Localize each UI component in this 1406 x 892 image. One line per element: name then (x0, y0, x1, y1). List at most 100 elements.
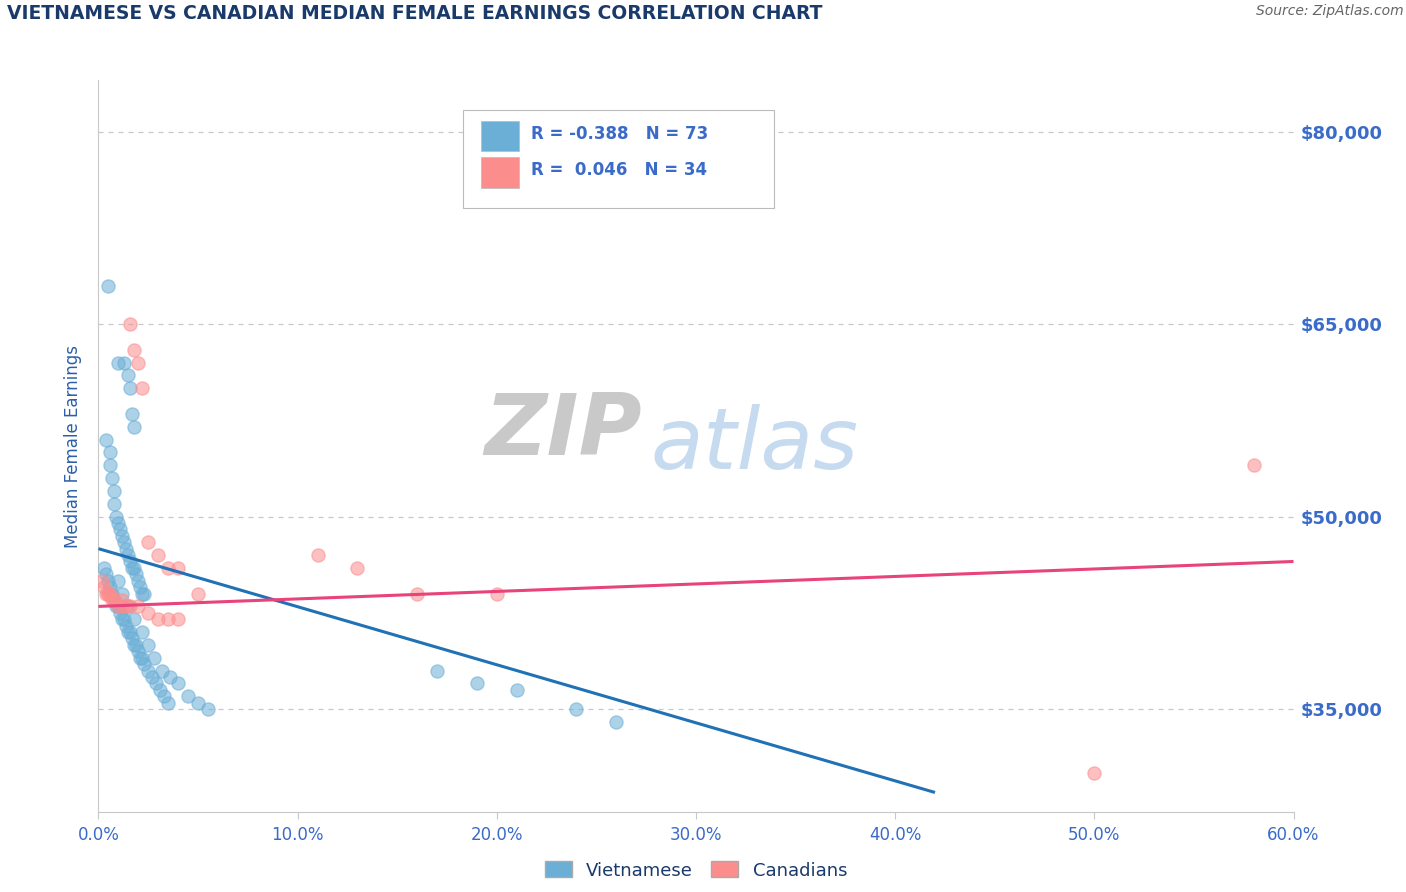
Point (100, 580, 122, 594)
Point (506, 682, 529, 697)
Point (93, 561, 115, 575)
Point (124, 638, 146, 652)
Point (110, 523, 132, 537)
Point (124, 419, 146, 434)
Point (157, 561, 180, 575)
Point (136, 664, 159, 678)
Point (485, 586, 508, 600)
Point (131, 381, 153, 395)
Point (112, 612, 135, 626)
Point (127, 574, 149, 588)
Point (426, 664, 449, 678)
Point (129, 650, 152, 665)
Point (153, 690, 176, 704)
Point (120, 599, 142, 614)
Point (111, 612, 134, 626)
Point (105, 509, 128, 524)
Point (111, 593, 134, 607)
Point (131, 625, 153, 640)
Point (346, 561, 368, 575)
Text: VIETNAMESE VS CANADIAN MEDIAN FEMALE EARNINGS CORRELATION CHART: VIETNAMESE VS CANADIAN MEDIAN FEMALE EAR… (7, 4, 823, 23)
Point (117, 548, 139, 562)
Point (112, 535, 135, 549)
Point (141, 670, 163, 684)
Point (131, 650, 153, 665)
Point (406, 586, 429, 600)
Y-axis label: Median Female Earnings: Median Female Earnings (65, 344, 83, 548)
Point (103, 497, 125, 511)
Point (124, 612, 146, 626)
Point (149, 682, 172, 697)
Point (103, 593, 125, 607)
Point (187, 586, 209, 600)
Point (117, 368, 139, 383)
Text: Source: ZipAtlas.com: Source: ZipAtlas.com (1256, 4, 1403, 19)
Point (177, 690, 200, 704)
Point (148, 548, 170, 562)
Point (103, 593, 125, 607)
Point (134, 586, 156, 600)
Point (107, 516, 129, 530)
Point (112, 355, 135, 369)
Text: R = -0.388   N = 73: R = -0.388 N = 73 (531, 125, 709, 143)
Point (96, 586, 118, 600)
Point (127, 599, 149, 614)
Point (143, 650, 166, 665)
Point (129, 580, 152, 594)
Point (120, 381, 142, 395)
Text: atlas: atlas (651, 404, 859, 488)
Point (465, 676, 488, 690)
Point (157, 612, 180, 626)
Point (100, 458, 122, 473)
Point (1083, 766, 1105, 780)
Point (124, 343, 146, 357)
FancyBboxPatch shape (481, 157, 519, 188)
Point (107, 355, 129, 369)
Point (136, 638, 159, 652)
Point (100, 445, 122, 459)
Point (121, 561, 143, 575)
Point (307, 548, 329, 562)
Point (121, 632, 143, 646)
Point (125, 567, 148, 582)
Point (91, 574, 114, 588)
Point (97, 586, 120, 600)
Point (148, 612, 170, 626)
Point (125, 638, 148, 652)
Point (120, 554, 142, 568)
Point (93, 580, 115, 594)
Point (101, 586, 124, 600)
Point (157, 696, 180, 710)
Point (107, 599, 129, 614)
Point (111, 599, 134, 614)
Point (167, 676, 190, 690)
Point (117, 599, 139, 614)
Point (96, 433, 118, 447)
Point (96, 567, 118, 582)
Point (97, 574, 120, 588)
Point (124, 561, 146, 575)
Point (101, 593, 124, 607)
Point (107, 574, 129, 588)
Point (565, 702, 588, 716)
Point (110, 606, 132, 620)
FancyBboxPatch shape (463, 110, 773, 209)
Point (136, 606, 159, 620)
Point (605, 714, 627, 729)
FancyBboxPatch shape (481, 120, 519, 152)
Point (127, 355, 149, 369)
Point (127, 644, 149, 658)
Point (115, 599, 138, 614)
Point (103, 483, 125, 498)
Point (111, 586, 134, 600)
Point (101, 471, 124, 485)
Legend: Vietnamese, Canadians: Vietnamese, Canadians (537, 855, 855, 887)
Point (159, 670, 181, 684)
Point (103, 593, 125, 607)
Point (167, 561, 190, 575)
Point (145, 676, 167, 690)
Point (121, 407, 143, 421)
Point (134, 657, 156, 672)
Point (167, 612, 190, 626)
Point (120, 317, 142, 331)
